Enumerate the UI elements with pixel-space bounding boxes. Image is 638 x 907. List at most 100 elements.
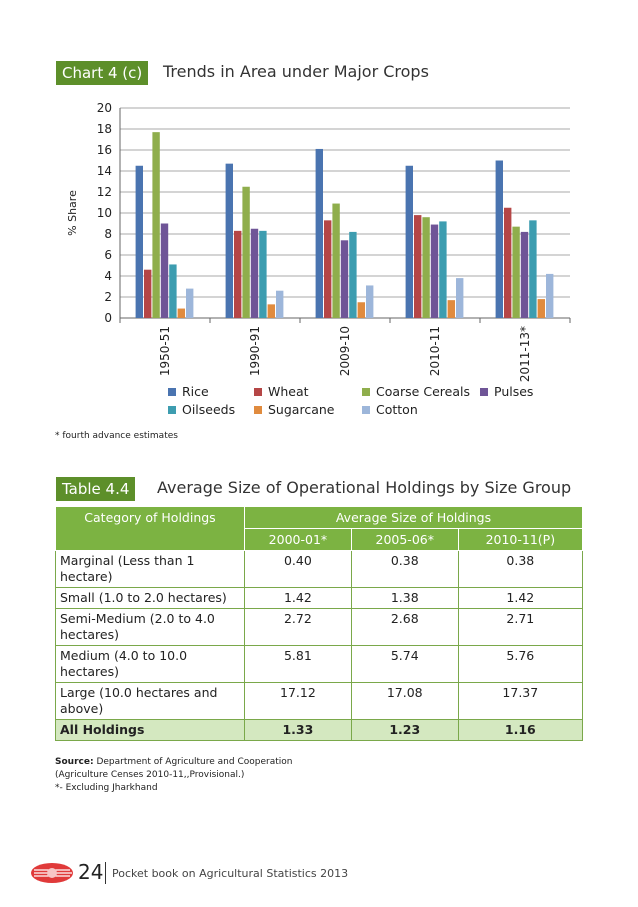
legend-label: Coarse Cereals — [376, 384, 470, 399]
source-text: Department of Agriculture and Cooperatio… — [96, 757, 293, 767]
bar-sugarcane — [447, 300, 455, 318]
bar-cotton — [186, 288, 194, 318]
bar-coarse-cereals — [512, 226, 520, 318]
cell-value: 5.81 — [244, 645, 352, 683]
total-value: 1.16 — [457, 719, 584, 741]
legend-label: Sugarcane — [268, 402, 335, 417]
x-tick-label: 2009-10 — [338, 326, 352, 376]
legend-label: Rice — [182, 384, 209, 399]
cell-value: 1.38 — [350, 587, 459, 609]
source-label: Source: — [55, 757, 94, 767]
bar-oilseeds — [349, 231, 357, 318]
legend-label: Wheat — [268, 384, 309, 399]
crop-area-bar-chart: 0 2 4 6 8 10 12 14 16 18 20 % Share 1950-51 1990-91 20… — [66, 101, 571, 417]
bar-oilseeds — [169, 264, 177, 318]
bar-coarse-cereals — [152, 132, 160, 318]
x-tick-label: 2010-11 — [428, 326, 442, 376]
table-row: Large (10.0 hectares and above) 17.12 17… — [55, 682, 584, 720]
bar-wheat — [324, 220, 332, 318]
source-note: Source: Department of Agriculture and Co… — [55, 756, 292, 795]
bar-rice — [315, 148, 323, 318]
bar-sugarcane — [267, 304, 275, 318]
legend-label: Pulses — [494, 384, 533, 399]
cell-value: 0.38 — [457, 550, 584, 588]
table-row: Small (1.0 to 2.0 hectares) 1.42 1.38 1.… — [55, 587, 584, 609]
x-tick-label: 1950-51 — [158, 326, 172, 376]
table-row: Medium (4.0 to 10.0 hectares) 5.81 5.74 … — [55, 645, 584, 683]
chart-title: Trends in Area under Major Crops — [163, 62, 429, 81]
cell-value: 0.40 — [244, 550, 352, 588]
legend-swatch — [362, 406, 370, 414]
x-tick-label: 2011-13* — [518, 326, 532, 382]
bar-pulses — [160, 223, 169, 318]
y-tick-label: 16 — [97, 143, 112, 157]
bar-rice — [135, 165, 143, 318]
cell-value: 1.42 — [457, 587, 584, 609]
y-tick-label: 14 — [97, 164, 112, 178]
y-tick-label: 0 — [104, 311, 112, 325]
bar-oilseeds — [529, 220, 537, 318]
bar-wheat — [414, 215, 422, 318]
row-category: Small (1.0 to 2.0 hectares) — [55, 587, 245, 609]
chart-footnote: * fourth advance estimates — [55, 431, 178, 441]
legend-swatch — [254, 388, 262, 396]
bar-pulses — [340, 240, 349, 318]
total-value: 1.33 — [244, 719, 352, 741]
y-tick-label: 2 — [104, 290, 112, 304]
cell-value: 17.08 — [350, 682, 459, 720]
total-value: 1.23 — [350, 719, 459, 741]
header-year: 2005-06* — [350, 528, 459, 551]
legend-swatch — [362, 388, 370, 396]
bar-rice — [225, 163, 233, 318]
cell-value: 2.72 — [244, 608, 352, 646]
bar-sugarcane — [177, 308, 185, 318]
bar-coarse-cereals — [422, 217, 430, 318]
y-tick-label: 8 — [104, 227, 112, 241]
header-average-size: Average Size of Holdings — [244, 506, 583, 529]
bar-sugarcane — [357, 302, 365, 318]
bar-coarse-cereals — [242, 186, 250, 318]
legend-swatch — [480, 388, 488, 396]
bar-oilseeds — [439, 221, 447, 318]
bar-pulses — [250, 228, 259, 318]
x-tick-label: 1990-91 — [248, 326, 262, 376]
table-row: Semi-Medium (2.0 to 4.0 hectares) 2.72 2… — [55, 608, 584, 646]
bar-cotton — [366, 285, 374, 318]
footer-divider — [105, 862, 106, 884]
y-tick-label: 12 — [97, 185, 112, 199]
table-label: Table 4.4 — [56, 477, 136, 501]
legend-label: Cotton — [376, 402, 418, 417]
bar-cotton — [276, 290, 284, 318]
publisher-logo-icon — [31, 863, 73, 883]
bar-pulses — [520, 231, 529, 318]
cell-value: 17.12 — [244, 682, 352, 720]
bar-rice — [405, 165, 413, 318]
bar-sugarcane — [537, 299, 545, 318]
y-tick-label: 10 — [97, 206, 112, 220]
cell-value: 1.42 — [244, 587, 352, 609]
page-footer: 24 Pocket book on Agricultural Statistic… — [30, 858, 430, 888]
legend-label: Oilseeds — [182, 402, 235, 417]
bar-wheat — [234, 230, 242, 318]
source-line-2: (Agriculture Censes 2010-11,,Provisional… — [55, 770, 245, 780]
row-category: Semi-Medium (2.0 to 4.0 hectares) — [55, 608, 245, 646]
bar-cotton — [546, 273, 554, 318]
cell-value: 17.37 — [457, 682, 584, 720]
legend-swatch — [254, 406, 262, 414]
bar-rice — [495, 160, 503, 318]
holdings-table: Category of Holdings Average Size of Hol… — [55, 506, 584, 741]
legend-swatch — [168, 406, 176, 414]
bar-wheat — [144, 269, 152, 318]
header-year: 2000-01* — [244, 528, 352, 551]
cell-value: 5.76 — [457, 645, 584, 683]
y-tick-label: 6 — [104, 248, 112, 262]
cell-value: 5.74 — [350, 645, 459, 683]
bar-cotton — [456, 278, 464, 318]
page-number: 24 — [78, 860, 104, 884]
book-title: Pocket book on Agricultural Statistics 2… — [112, 867, 349, 880]
y-tick-label: 18 — [97, 122, 112, 136]
header-category: Category of Holdings — [55, 506, 245, 551]
y-tick-label: 20 — [97, 101, 112, 115]
row-category: Medium (4.0 to 10.0 hectares) — [55, 645, 245, 683]
table-row: Marginal (Less than 1 hectare) 0.40 0.38… — [55, 550, 584, 588]
